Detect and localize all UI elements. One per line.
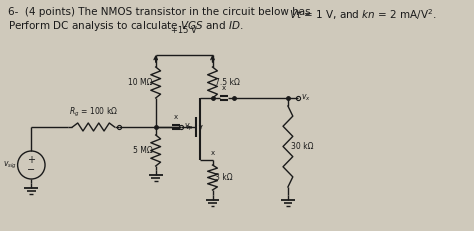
Text: 7.5 kΩ: 7.5 kΩ [216,78,240,87]
Text: 3 kΩ: 3 kΩ [216,173,233,182]
Text: x: x [174,114,178,120]
Text: 10 MΩ: 10 MΩ [128,78,153,87]
Text: x: x [222,85,226,91]
Text: $v_p$: $v_p$ [184,122,194,133]
Text: −: − [27,165,36,175]
Text: $v_x$: $v_x$ [301,93,310,103]
Text: $v_{sig}$: $v_{sig}$ [3,159,17,170]
Text: Perform DC analysis to calculate $\mathit{VGS}$ and $\mathit{ID}$.: Perform DC analysis to calculate $\mathi… [8,19,243,33]
Text: 30 kΩ: 30 kΩ [291,142,313,151]
Text: $R_g$ = 100 kΩ: $R_g$ = 100 kΩ [69,106,118,119]
Text: 6-  (4 points) The NMOS transistor in the circuit below has: 6- (4 points) The NMOS transistor in the… [8,7,314,17]
Text: +: + [27,155,36,165]
Text: +15 V: +15 V [171,26,197,35]
Text: x: x [210,150,215,156]
Text: $\mathit{Vt}$ = 1 V, and $\mathit{kn}$ = 2 mA/V$^2$.: $\mathit{Vt}$ = 1 V, and $\mathit{kn}$ =… [289,7,437,22]
Text: 5 MΩ: 5 MΩ [133,146,153,155]
